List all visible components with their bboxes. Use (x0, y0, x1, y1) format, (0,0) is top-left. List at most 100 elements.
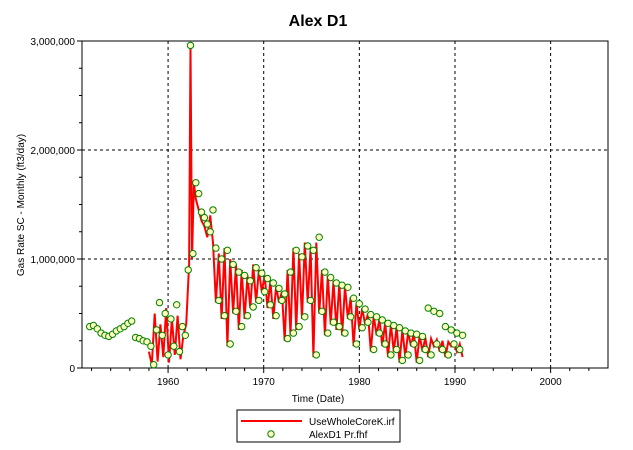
data-point-observed (450, 340, 458, 348)
data-point-observed (352, 340, 361, 348)
data-point-observed (215, 296, 223, 305)
data-point-observed (327, 273, 335, 282)
data-point-observed (349, 294, 358, 302)
data-point-observed (170, 342, 178, 350)
data-point-observed (398, 356, 407, 365)
data-point-observed (272, 312, 280, 320)
data-point-observed (175, 347, 184, 356)
data-point-observed (266, 301, 275, 309)
data-point-observed (436, 309, 444, 318)
data-point-observed (372, 313, 381, 321)
data-point-observed (358, 324, 366, 332)
legend-entry-simulated: UseWholeCoreK.irf (309, 417, 395, 428)
data-point-observed (370, 345, 378, 354)
y-axis-ticks: 0 1,000,000 2,000,000 3,000,000 (31, 37, 82, 375)
data-point-observed (438, 345, 447, 354)
data-point-observed (184, 266, 192, 274)
data-point-observed (301, 313, 309, 321)
data-point-observed (192, 179, 200, 187)
data-point-observed (178, 322, 187, 331)
plot-area (81, 40, 609, 369)
data-point-observed (263, 274, 272, 283)
data-point-observed (324, 329, 332, 337)
legend-marker-swatch (267, 430, 275, 438)
data-point-observed (410, 340, 418, 348)
data-point-observed (306, 296, 315, 305)
series-line-usewholecorek (147, 45, 464, 365)
chart-title: Alex D1 (289, 13, 348, 30)
data-point-observed (164, 351, 172, 359)
x-axis-label: Time (Date) (292, 394, 344, 405)
data-point-observed (444, 351, 452, 359)
data-point-observed (128, 317, 136, 325)
data-point-observed (232, 307, 240, 315)
y-tick-label: 1,000,000 (31, 255, 76, 266)
series-observed (86, 41, 467, 369)
x-tick-label: 2000 (539, 377, 562, 388)
legend-entry-observed: AlexD1 Pr.fhf (309, 430, 368, 441)
data-point-observed (427, 351, 435, 359)
data-point-observed (240, 271, 249, 280)
data-point-observed (223, 246, 232, 255)
data-point-observed (275, 284, 283, 293)
y-tick-label: 3,000,000 (31, 37, 76, 48)
series-simulated (147, 45, 464, 365)
data-point-observed (246, 277, 255, 285)
data-point-observed (206, 228, 214, 236)
data-point-observed (158, 331, 167, 339)
y-tick-label: 0 (69, 364, 75, 375)
data-point-observed (189, 249, 197, 258)
data-point-observed (235, 268, 243, 276)
data-point-observed (258, 269, 266, 277)
data-point-observed (341, 329, 349, 337)
data-point-observed (312, 351, 320, 359)
x-axis-ticks: 1960 1970 1980 1990 2000 (91, 368, 590, 388)
data-point-observed (321, 268, 329, 276)
data-point-observed (418, 332, 427, 341)
y-axis-label: Gas Rate SC - Monthly (ft3/day) (16, 134, 27, 276)
data-point-observed (289, 329, 298, 337)
data-point-observed (147, 342, 155, 350)
data-point-observed (278, 296, 286, 305)
data-point-observed (335, 322, 343, 331)
data-point-observed (186, 41, 195, 50)
data-point-observed (209, 206, 217, 214)
data-point-observed (364, 318, 372, 326)
data-point-observed (243, 312, 252, 320)
data-point-observed (381, 340, 389, 348)
data-point-observed (456, 345, 464, 354)
data-point-observed (433, 340, 441, 348)
data-point-observed (229, 260, 237, 269)
data-point-observed (447, 326, 455, 334)
legend-box (236, 409, 401, 443)
grid-lines (82, 41, 608, 368)
data-point-observed (212, 244, 220, 252)
data-point-observed (283, 334, 292, 343)
data-point-observed (404, 351, 412, 359)
data-point-observed (392, 345, 401, 354)
data-point-observed (152, 326, 161, 334)
data-point-observed (197, 208, 206, 216)
data-point-observed (238, 322, 246, 331)
legend: UseWholeCoreK.irf AlexD1 Pr.fhf (236, 409, 401, 443)
data-point-observed (155, 298, 164, 307)
data-point-observed (375, 329, 384, 337)
y-tick-label: 2,000,000 (31, 146, 76, 157)
data-point-observed (150, 361, 158, 369)
data-point-observed (286, 268, 295, 276)
data-point-observed (329, 318, 338, 326)
data-point-observed (344, 283, 352, 291)
data-point-observed (458, 331, 467, 339)
data-point-observed (315, 233, 323, 241)
data-point-observed (167, 315, 175, 323)
data-point-observed (203, 220, 212, 228)
data-point-observed (181, 331, 190, 339)
data-point-observed (173, 301, 181, 309)
data-point-observed (226, 340, 234, 348)
data-point-observed (252, 264, 260, 272)
data-point-observed (415, 356, 424, 365)
data-point-observed (361, 305, 369, 313)
data-point-observed (347, 313, 355, 321)
x-tick-label: 1980 (348, 377, 371, 388)
